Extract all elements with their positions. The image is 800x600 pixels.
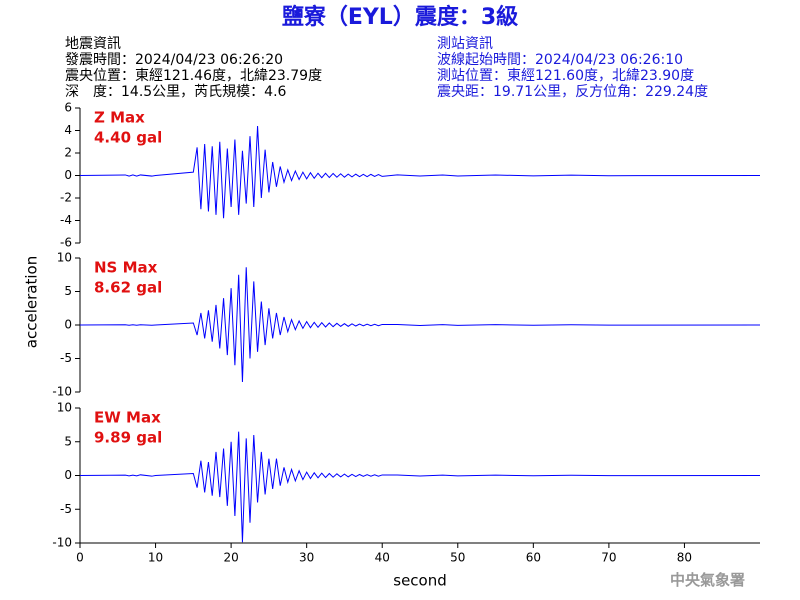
y-tick-label: 6 [64, 101, 72, 115]
y-tick-label: -2 [60, 191, 72, 205]
x-tick-label: 0 [76, 551, 84, 565]
y-tick-label: 2 [64, 146, 72, 160]
x-tick-label: 30 [299, 551, 314, 565]
y-tick-label: -4 [60, 213, 72, 227]
event-info: 地震資訊 發震時間：2024/04/23 06:26:20 震央位置：東經121… [65, 36, 322, 100]
x-tick-label: 60 [526, 551, 541, 565]
y-tick-label: -10 [52, 536, 72, 550]
y-tick-label: -10 [52, 385, 72, 399]
x-axis-label: second [393, 572, 447, 590]
y-tick-label: 5 [64, 284, 72, 298]
max-annotation: 4.40 gal [94, 129, 162, 147]
max-annotation: 9.89 gal [94, 429, 162, 447]
x-tick-label: 70 [601, 551, 616, 565]
x-tick-label: 10 [148, 551, 163, 565]
y-tick-label: -6 [60, 236, 72, 250]
waveform [79, 431, 761, 543]
station-info-line: 震央距：19.71公里，反方位角：229.24度 [437, 84, 708, 100]
max-annotation: 8.62 gal [94, 279, 162, 297]
y-tick-label: 10 [57, 251, 72, 265]
y-tick-label: 0 [64, 318, 72, 332]
x-tick-label: 40 [375, 551, 390, 565]
event-info-line: 震央位置：東經121.46度，北緯23.79度 [65, 68, 322, 84]
x-tick-label: 20 [223, 551, 238, 565]
event-info-line: 地震資訊 [65, 36, 121, 52]
agency: 中央氣象署 [670, 571, 745, 589]
chart-title: 鹽寮（EYL）震度：3級 [282, 4, 518, 30]
max-annotation: NS Max [94, 259, 158, 277]
event-info-line: 發震時間：2024/04/23 06:26:20 [65, 52, 283, 68]
waveform [79, 125, 761, 219]
y-tick-label: 4 [64, 123, 72, 137]
x-tick-label: 80 [677, 551, 692, 565]
station-info: 測站資訊 波線起始時間：2024/04/23 06:26:10 測站位置：東經1… [437, 36, 708, 100]
station-info-line: 波線起始時間：2024/04/23 06:26:10 [437, 52, 683, 68]
station-info-line: 測站資訊 [437, 36, 493, 52]
y-tick-label: -5 [60, 351, 72, 365]
y-axis-label: acceleration [23, 256, 41, 348]
y-tick-label: -5 [60, 502, 72, 516]
y-tick-label: 0 [64, 468, 72, 482]
event-info-line: 深 度：14.5公里，芮氏規模：4.6 [65, 83, 287, 100]
x-tick-label: 50 [450, 551, 465, 565]
y-tick-label: 0 [64, 168, 72, 182]
waveform [79, 267, 761, 382]
station-info-line: 測站位置：東經121.60度，北緯23.90度 [437, 68, 694, 84]
max-annotation: EW Max [94, 409, 161, 427]
y-tick-label: 5 [64, 434, 72, 448]
max-annotation: Z Max [94, 109, 145, 127]
y-tick-label: 10 [57, 401, 72, 415]
